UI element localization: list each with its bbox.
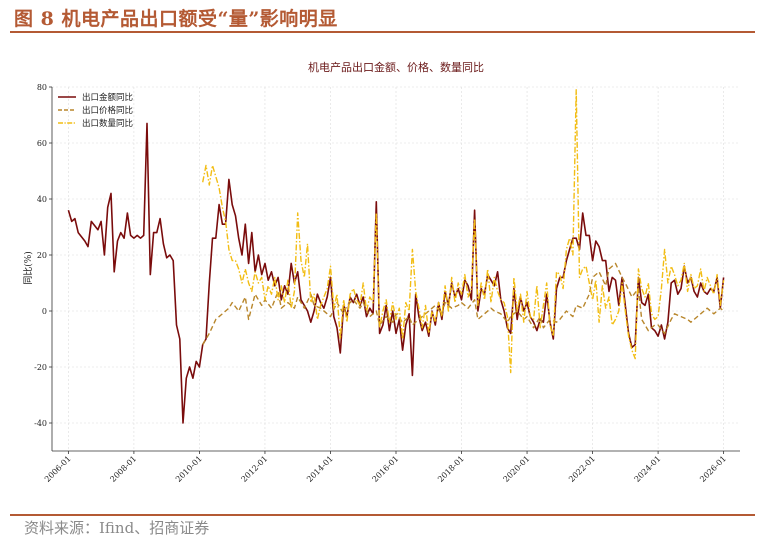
series-line-3 [202, 89, 725, 374]
legend-label: 出口价格同比 [82, 105, 133, 116]
x-tick-label: 2018-01 [436, 454, 466, 484]
x-tick-label: 2010-01 [174, 454, 204, 484]
x-tick-label: 2014-01 [305, 454, 335, 484]
y-tick-label: 80 [37, 83, 47, 92]
x-tick-label: 2022-01 [567, 454, 597, 484]
x-tick-label: 2006-01 [43, 454, 73, 484]
bottom-divider [10, 514, 755, 516]
x-tick-label: 2024-01 [633, 454, 663, 484]
y-tick-label: -40 [34, 419, 47, 428]
y-tick-label: 20 [37, 251, 47, 260]
chart-title: 机电产品出口金额、价格、数量同比 [308, 60, 484, 74]
legend-label: 出口数量同比 [82, 118, 133, 129]
top-divider [10, 31, 755, 33]
x-tick-label: 2016-01 [371, 454, 401, 484]
x-tick-label: 2026-01 [698, 454, 728, 484]
x-tick-label: 2012-01 [239, 454, 269, 484]
y-tick-label: -20 [34, 363, 47, 372]
y-tick-label: 40 [37, 195, 47, 204]
series-line-2 [202, 262, 725, 345]
y-axis-label: 同比(%) [22, 251, 34, 285]
figure-header: 图 8 机电产品出口额受“量”影响明显 [0, 0, 769, 33]
source-note: 资料来源：Ifind、招商证券 [24, 519, 210, 537]
y-tick-label: 0 [42, 307, 47, 316]
series-line-1 [67, 122, 725, 424]
figure-title: 图 8 机电产品出口额受“量”影响明显 [14, 8, 338, 30]
x-tick-label: 2008-01 [108, 454, 138, 484]
y-tick-label: 60 [37, 139, 47, 148]
grid-lines [52, 86, 740, 451]
axes: -40 -20 0 20 40 60 80 2006-01 2008-01 2010-01 2012… [34, 83, 740, 484]
legend-label: 出口金额同比 [82, 92, 133, 103]
x-tick-label: 2020-01 [502, 454, 532, 484]
series-lines [67, 89, 725, 424]
